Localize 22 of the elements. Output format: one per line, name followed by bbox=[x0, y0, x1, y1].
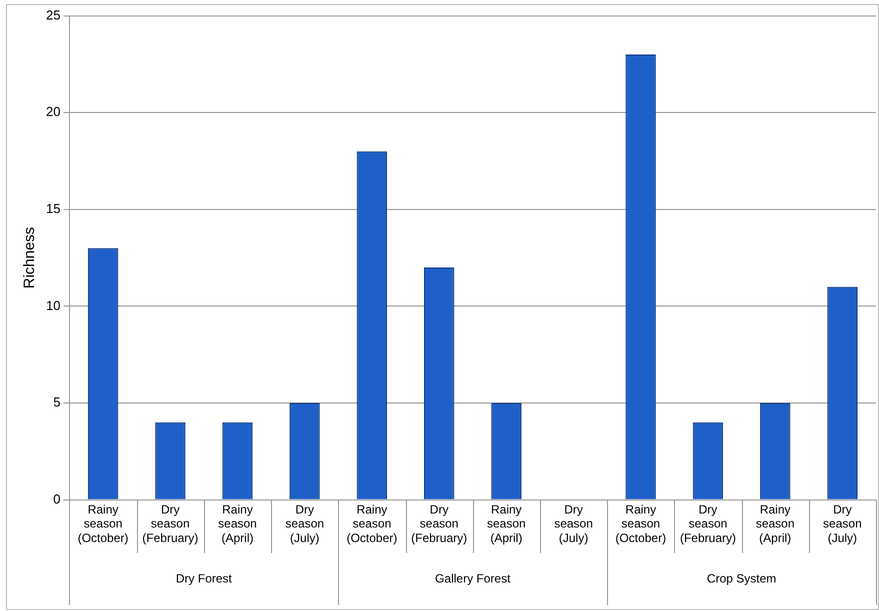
y-tick-label: 5 bbox=[53, 394, 60, 410]
y-tick-label: 25 bbox=[46, 7, 60, 22]
x-tick-label: Rainy season (October) bbox=[346, 502, 398, 546]
text: Dry Forest bbox=[176, 571, 233, 586]
x-tick-label: Rainy season (April) bbox=[486, 502, 526, 546]
x-tick-label: Rainy season (April) bbox=[756, 502, 795, 546]
text: Crop System bbox=[706, 571, 776, 586]
x-tick-label: Dry season (July) bbox=[285, 502, 324, 546]
x-tick-label: Rainy season (October) bbox=[615, 502, 666, 546]
y-tick-label: 10 bbox=[46, 298, 60, 313]
x-tick-label: Rainy season (October) bbox=[78, 502, 128, 546]
y-axis-title: Richness bbox=[21, 226, 38, 289]
x-tick-label: Dry season (February) bbox=[411, 502, 468, 546]
x-tick-label: Dry season (February) bbox=[142, 502, 198, 546]
x-tick-label: Dry season (July) bbox=[554, 502, 593, 546]
x-tick-label: Dry season (February) bbox=[680, 502, 736, 546]
y-tick-label: 15 bbox=[46, 200, 60, 216]
y-tick-label: 0 bbox=[53, 491, 60, 506]
text: Gallery Forest bbox=[435, 571, 512, 586]
x-tick-label: Rainy season (April) bbox=[218, 502, 257, 546]
y-tick-label: 20 bbox=[46, 104, 60, 120]
x-tick-label: Dry season (July) bbox=[823, 502, 862, 546]
